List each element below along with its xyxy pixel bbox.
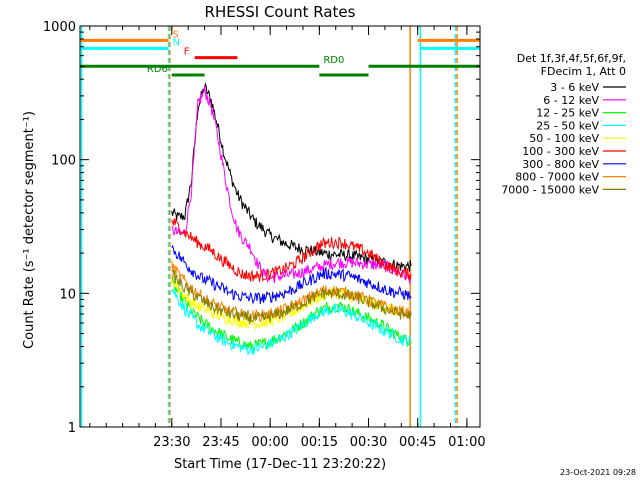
series-line-5 <box>171 217 412 283</box>
legend-entry-label: 6 - 12 keV <box>543 94 599 107</box>
series-line-3 <box>171 288 412 356</box>
y-tick-label: 1 <box>68 421 76 436</box>
legend-entry-label: 3 - 6 keV <box>550 81 599 94</box>
annotation-label-rd0: RD0 <box>323 55 344 66</box>
x-axis-label: Start Time (17-Dec-11 23:20:22) <box>174 457 386 472</box>
x-tick-label: 00:30 <box>350 435 387 450</box>
x-tick-label: 00:15 <box>301 435 338 450</box>
plot-frame <box>79 25 481 428</box>
x-tick-label: 00:00 <box>251 435 288 450</box>
series-line-8 <box>171 269 412 325</box>
plot-area <box>80 26 458 427</box>
legend-header: Det 1f,3f,4f,5f,6f,9f, <box>517 52 626 65</box>
axes: 1 10 100 1000 23:30 23:45 00:00 00:15 00:30 00:45… <box>43 20 486 450</box>
y-tick-label: 10 <box>59 287 76 302</box>
legend-entry-label: 300 - 800 keV <box>522 158 599 171</box>
x-tick-label: 23:30 <box>153 435 190 450</box>
legend-entry-label: 100 - 300 keV <box>522 145 599 158</box>
y-tick-label: 1000 <box>43 20 76 35</box>
legend-entry-label: 12 - 25 keV <box>536 107 599 120</box>
annotation-label-s: S <box>173 29 179 40</box>
legend-entry-label: 25 - 50 keV <box>536 119 599 132</box>
legend-header: FDecim 1, Att 0 <box>541 65 626 78</box>
annotations: SNF RD0 RD6 <box>80 29 480 77</box>
chart-title: RHESSI Count Rates <box>205 3 356 21</box>
x-tick-label: 23:45 <box>202 435 239 450</box>
series-line-1 <box>171 85 412 284</box>
y-tick-label: 100 <box>51 154 76 169</box>
legend: Det 1f,3f,4f,5f,6f,9f,FDecim 1, Att 0 3 -… <box>501 52 626 196</box>
series-lines <box>171 82 412 356</box>
y-axis-label: Count Rate (s⁻¹ detector segment⁻¹) <box>22 111 37 349</box>
footer-timestamp: 23-Oct-2021 09:28 <box>560 468 636 477</box>
legend-entry-label: 7000 - 15000 keV <box>501 183 599 196</box>
x-tick-label: 01:00 <box>448 435 485 450</box>
annotation-label-f: F <box>184 47 190 58</box>
series-line-6 <box>171 244 412 305</box>
legend-entry-label: 50 - 100 keV <box>529 132 599 145</box>
annotation-label-rd6: RD6 <box>147 64 168 75</box>
annotation-label-n: N <box>173 37 180 48</box>
x-tick-label: 00:45 <box>399 435 436 450</box>
legend-entry-label: 800 - 7000 keV <box>515 171 599 184</box>
